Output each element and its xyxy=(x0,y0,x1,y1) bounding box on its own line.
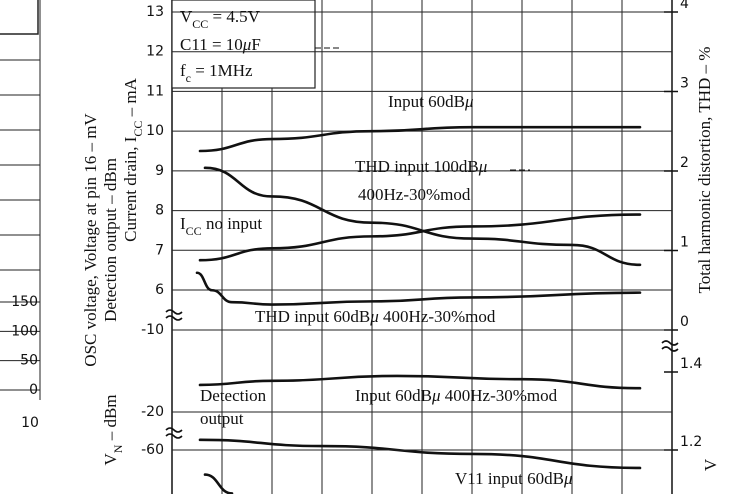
text-part: V xyxy=(101,453,120,466)
axis-title: VN – dBm xyxy=(101,394,125,465)
y-tick-label: 11 xyxy=(146,83,164,99)
curve xyxy=(198,438,642,470)
y2-tick-label: 3 xyxy=(680,76,689,92)
left-chart-grid xyxy=(0,59,40,271)
text-part: μ xyxy=(563,469,573,488)
x-tick-label: 10 xyxy=(21,415,39,431)
curve xyxy=(198,125,642,153)
y-tick-label: -20 xyxy=(141,404,164,420)
text-part: 400Hz-30%mod xyxy=(379,307,496,326)
y-tick-label: 13 xyxy=(146,4,164,20)
curve xyxy=(195,271,642,306)
y-tick-label: 8 xyxy=(155,203,164,219)
axis-title: V xyxy=(701,458,720,471)
y-tick-label: -10 xyxy=(141,322,164,338)
text-part: – mA xyxy=(121,77,140,120)
text-part: f xyxy=(180,61,186,80)
annotation: output xyxy=(200,409,244,428)
text-part: μ xyxy=(369,307,379,326)
text-part: V11 input 60dB xyxy=(455,469,564,488)
text-part: F xyxy=(251,35,260,54)
text-part: μ xyxy=(464,92,474,111)
left-chart-frame xyxy=(0,0,39,35)
text-part: CC xyxy=(131,121,145,137)
text-part: N xyxy=(111,444,125,453)
annotation: VCC = 4.5V xyxy=(180,7,261,31)
annotation: Detection xyxy=(200,386,267,405)
text-part: Detection xyxy=(200,386,267,405)
annotation: 400Hz-30%mod xyxy=(358,185,471,204)
text-part: 400Hz-30%mod xyxy=(358,185,471,204)
text-part: Input 60dB xyxy=(355,386,432,405)
y2-tick-label: 4 xyxy=(680,0,689,12)
axis-title: Current drain, ICC – mA xyxy=(121,77,145,242)
y2-tick-label: 0 xyxy=(680,314,689,330)
text-part: CC xyxy=(186,224,202,238)
annotation: fc = 1MHz xyxy=(180,61,253,85)
text-part: μ xyxy=(242,35,252,54)
text-part: C11 = 10 xyxy=(180,35,243,54)
text-part: = 4.5V xyxy=(208,7,260,26)
text-part: Current drain, I xyxy=(121,136,140,242)
curve xyxy=(198,213,642,262)
annotation: C11 = 10μF xyxy=(180,35,261,54)
annotation: Input 60dBμ xyxy=(388,92,474,111)
y-tick-label: 0 xyxy=(29,382,38,398)
annotation: Input 60dBμ 400Hz-30%mod xyxy=(355,386,558,405)
curve xyxy=(203,473,234,494)
annotation: THD input 100dBμ xyxy=(355,157,487,176)
y2-tick-label: 1.2 xyxy=(680,434,702,450)
text-part: output xyxy=(200,409,244,428)
y-tick-label: 9 xyxy=(155,163,164,179)
curve xyxy=(198,374,642,390)
y2-tick-label: 1 xyxy=(680,235,689,251)
text-part: THD input 100dB xyxy=(355,157,479,176)
axis-title: Detection output – dBm xyxy=(101,158,120,322)
y-tick-label: 100 xyxy=(11,323,38,339)
conditions-box xyxy=(171,0,316,89)
text-part: 400Hz-30%mod xyxy=(441,386,558,405)
y-tick-label: 150 xyxy=(11,294,38,310)
annotation: ICC no input xyxy=(180,214,262,238)
text-part: – dBm xyxy=(101,394,120,444)
axis-title: Total harmonic distortion, THD – % xyxy=(695,47,714,294)
curve xyxy=(203,166,642,267)
text-part: c xyxy=(186,71,191,85)
text-part: CC xyxy=(192,17,208,31)
text-part: Input 60dB xyxy=(388,92,465,111)
text-part: V xyxy=(180,7,193,26)
text-part: μ xyxy=(478,157,488,176)
annotation: THD input 60dBμ 400Hz-30%mod xyxy=(255,307,496,326)
y2-tick-label: 1.4 xyxy=(680,356,702,372)
axis-title: OSC voltage, Voltage at pin 16 – mV xyxy=(81,113,100,367)
y-tick-label: 7 xyxy=(155,242,164,258)
annotation: V11 input 60dBμ xyxy=(455,469,572,488)
y-tick-label: 10 xyxy=(146,123,164,139)
text-part: = 1MHz xyxy=(191,61,253,80)
y-tick-label: 50 xyxy=(20,353,38,369)
text-part: no input xyxy=(202,214,263,233)
y2-tick-label: 2 xyxy=(680,155,689,171)
axis-break xyxy=(165,309,679,439)
text-part: I xyxy=(180,214,186,233)
y-tick-label: -60 xyxy=(141,442,164,458)
y-tick-label: 6 xyxy=(155,282,164,298)
y-tick-label: 12 xyxy=(146,44,164,60)
text-part: THD input 60dB xyxy=(255,307,370,326)
text-part: μ xyxy=(431,386,441,405)
